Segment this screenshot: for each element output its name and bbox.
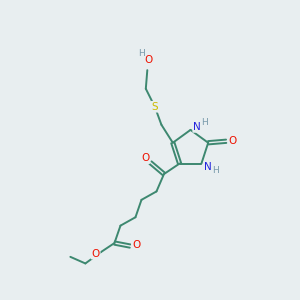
Text: H: H [212,166,219,175]
Text: O: O [229,136,237,146]
Text: S: S [152,102,158,112]
Text: O: O [92,248,100,259]
Text: N: N [193,122,201,132]
Text: H: H [138,49,145,58]
Text: H: H [201,118,208,127]
Text: O: O [141,153,149,163]
Text: N: N [204,161,212,172]
Text: O: O [145,55,153,65]
Text: O: O [132,240,140,250]
